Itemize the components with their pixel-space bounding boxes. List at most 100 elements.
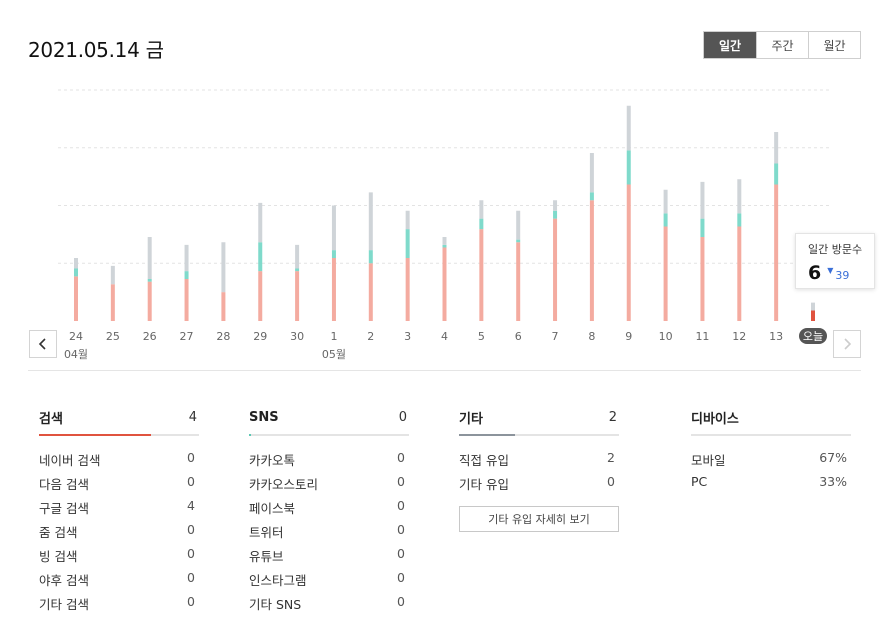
tick-label: 5	[478, 330, 485, 343]
bar-segment	[295, 244, 300, 269]
bar-segment	[553, 210, 558, 219]
tick-label: 2	[367, 330, 374, 343]
bar-segment	[626, 184, 631, 321]
list-item: 구글 검색 4	[39, 498, 195, 516]
list-item: 트위터 0	[249, 522, 405, 540]
bar-segment	[589, 153, 594, 193]
tab-monthly[interactable]: 월간	[808, 32, 860, 58]
tick-label: 25	[106, 330, 120, 343]
tick-label-today: 오늘	[803, 330, 823, 343]
bar-segment	[811, 302, 815, 311]
today-badge	[799, 328, 827, 344]
bar-segment	[147, 279, 152, 282]
tick-label: 1	[330, 330, 337, 343]
bar-segment	[258, 271, 263, 321]
bar-segment	[405, 258, 410, 321]
bar-segment	[663, 213, 668, 227]
other-share-bar	[459, 434, 619, 436]
bar-segment	[147, 237, 152, 279]
bar-segment	[737, 213, 742, 227]
tick-label: 27	[180, 330, 194, 343]
bar-segment	[479, 229, 484, 321]
period-tabs: 일간 주간 월간	[703, 31, 861, 59]
tick-label: 11	[695, 330, 709, 343]
list-item: 모바일 67%	[691, 450, 847, 468]
bar-segment	[774, 163, 779, 185]
bar-segment	[553, 200, 558, 211]
bar-segment	[368, 192, 373, 251]
bar-segment	[700, 181, 705, 219]
tick-label: 3	[404, 330, 411, 343]
bar-segment	[626, 150, 631, 185]
tooltip-value: 6	[808, 262, 822, 284]
bar-segment	[700, 218, 705, 237]
device-rule	[691, 434, 851, 436]
section-divider	[28, 370, 861, 371]
other-detail-button[interactable]: 기타 유입 자세히 보기	[459, 506, 619, 532]
other-count: 2	[608, 409, 617, 425]
sns-count: 0	[398, 409, 407, 425]
tick-label: 13	[769, 330, 783, 343]
page-title: 2021.05.14 금	[28, 38, 164, 62]
bar-segment	[479, 218, 484, 230]
list-item: 페이스북 0	[249, 498, 405, 516]
bar-segment	[589, 192, 594, 201]
bar-segment	[258, 242, 263, 272]
down-arrow-icon: ▼	[827, 266, 834, 275]
bar-segment	[74, 268, 78, 277]
bar-segment	[700, 237, 705, 321]
tab-daily[interactable]: 일간	[704, 32, 756, 58]
bar-segment	[405, 229, 410, 258]
tick-label: 9	[625, 330, 632, 343]
tick-label: 4	[441, 330, 448, 343]
bar-segment	[516, 210, 521, 240]
list-item: 카카오톡 0	[249, 450, 405, 468]
tick-label: 8	[588, 330, 595, 343]
bar-segment	[295, 271, 300, 321]
bar-segment	[589, 200, 594, 321]
bar-segment	[442, 247, 447, 321]
bar-segment	[331, 205, 336, 251]
bar-segment	[663, 189, 668, 214]
bar-segment	[184, 279, 189, 321]
chevron-left-icon	[38, 338, 46, 350]
list-item: 야후 검색 0	[39, 570, 195, 588]
tick-label: 30	[290, 330, 304, 343]
tick-label: 24	[69, 330, 83, 343]
bar-segment	[331, 258, 336, 321]
bar-segment	[737, 179, 742, 214]
bar-segment	[74, 276, 78, 321]
search-count: 4	[188, 409, 197, 425]
sns-stats: SNS 0 카카오톡 0 카카오스토리 0 페이스북 0 트위터 0 유튜브 0 인스타그…	[249, 404, 409, 618]
sns-title: SNS	[249, 409, 279, 425]
tick-label: 28	[216, 330, 230, 343]
search-share-fill	[39, 434, 151, 436]
bar-segment	[110, 284, 115, 321]
bar-segment	[663, 226, 668, 321]
bar-segment	[331, 250, 336, 258]
bar-segment	[184, 271, 189, 279]
prev-button[interactable]	[29, 330, 57, 358]
bar-segment	[737, 226, 742, 321]
bar-segment	[811, 310, 815, 321]
bar-segment	[184, 244, 189, 272]
list-item: 기타 SNS 0	[249, 594, 405, 612]
bar-segment	[626, 105, 631, 151]
bar-segment	[774, 184, 779, 321]
search-title: 검색	[39, 411, 63, 427]
bar-segment	[258, 202, 263, 243]
list-item: 인스타그램 0	[249, 570, 405, 588]
list-item: 줌 검색 0	[39, 522, 195, 540]
other-stats: 기타 2 직접 유입 2 기타 유입 0 기타 유입 자세히 보기	[459, 404, 619, 532]
bar-segment	[516, 242, 521, 321]
bar-segment	[110, 265, 115, 285]
search-share-bar	[39, 434, 199, 436]
tick-label: 12	[732, 330, 746, 343]
tab-weekly[interactable]: 주간	[756, 32, 808, 58]
sns-share-bar	[249, 434, 409, 436]
list-item: 네이버 검색 0	[39, 450, 195, 468]
bar-segment	[442, 244, 447, 248]
tick-label: 7	[552, 330, 559, 343]
next-button[interactable]	[833, 330, 861, 358]
